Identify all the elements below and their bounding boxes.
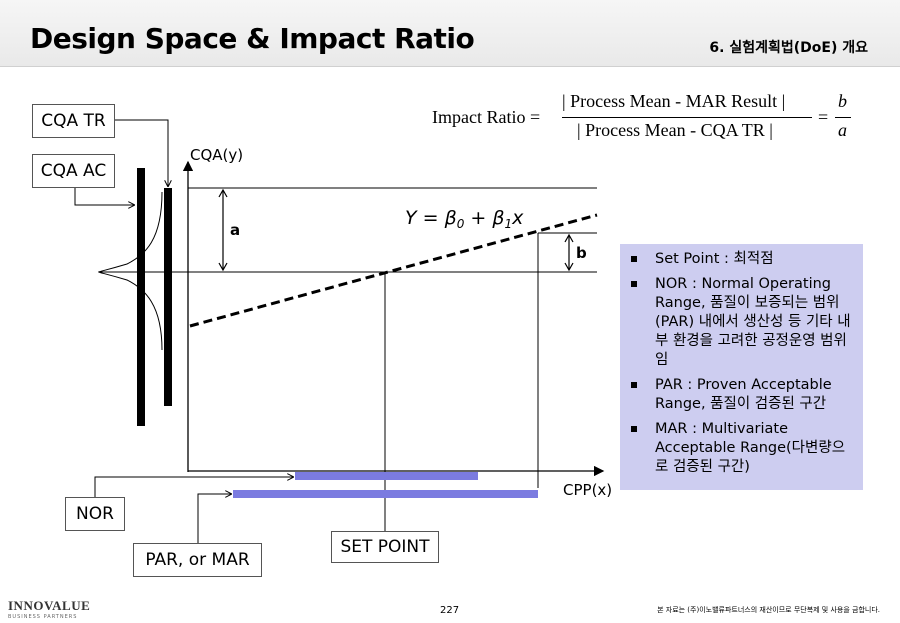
regression-line: [189, 213, 598, 328]
legend-item-par: PAR : Proven Acceptable Range, 품질이 검증된 구…: [628, 376, 855, 414]
b-label: b: [576, 244, 587, 262]
formula-b: b: [838, 91, 847, 111]
cqa-tr-bar: [164, 188, 172, 406]
equation-beta1: β: [491, 207, 504, 229]
par-mar-range-bar: [233, 490, 538, 498]
legend-text: Set Point : 최적점: [655, 251, 774, 267]
legend-text: PAR : Proven Acceptable Range, 품질이 검증된 구…: [655, 377, 832, 412]
formula-equals: =: [818, 107, 829, 127]
equation-x: x: [511, 207, 524, 229]
legend-panel: Set Point : 최적점 NOR : Normal Operating R…: [620, 244, 863, 490]
equation-beta0: β: [444, 207, 457, 229]
page-title: Design Space & Impact Ratio: [30, 22, 475, 55]
logo-text: INNOVALUE: [8, 598, 91, 613]
legend-item-nor: NOR : Normal Operating Range, 품질이 보증되는 범…: [628, 275, 855, 370]
slide-header: Design Space & Impact Ratio 6. 실험계획법(DoE…: [0, 0, 900, 67]
regression-equation: Y = β0 + β1x: [405, 207, 524, 231]
copyright-notice: 본 자료는 (주)이노밸류파트너스의 재산이므로 무단복제 및 사용을 금합니다…: [657, 606, 880, 614]
set-point-callout: SET POINT: [331, 531, 439, 563]
cqa-tr-callout: CQA TR: [32, 104, 115, 138]
company-logo: INNOVALUE BUSINESS PARTNERS: [8, 598, 90, 620]
formula-ba-bar: [835, 117, 851, 118]
distribution-curve: [98, 191, 163, 351]
nor-callout: NOR: [65, 497, 125, 531]
logo-subtext: BUSINESS PARTNERS: [8, 614, 78, 620]
formula-numerator: | Process Mean - MAR Result |: [562, 91, 786, 111]
formula-a: a: [838, 120, 847, 140]
x-axis-label: CPP(x): [563, 481, 612, 499]
nor-connector: [94, 477, 293, 497]
formula-denominator: | Process Mean - CQA TR |: [577, 120, 773, 140]
equation-beta0-sub: 0: [457, 217, 465, 231]
equation-plus: +: [464, 207, 492, 229]
equation-beta1-sub: 1: [505, 217, 513, 231]
formula-lhs: Impact Ratio =: [432, 107, 541, 127]
impact-ratio-formula: Impact Ratio = | Process Mean - MAR Resu…: [432, 90, 862, 146]
a-label: a: [230, 221, 240, 239]
par-mar-callout: PAR, or MAR: [133, 543, 262, 577]
section-title: 6. 실험계획법(DoE) 개요: [709, 40, 868, 56]
legend-item-set-point: Set Point : 최적점: [628, 250, 855, 269]
legend-text: NOR : Normal Operating Range, 품질이 보증되는 범…: [655, 276, 851, 368]
y-axis-label: CQA(y): [190, 146, 243, 164]
page-number: 227: [440, 605, 460, 616]
legend-text: MAR : Multivariate Acceptable Range(다변량으…: [655, 421, 846, 475]
legend-item-mar: MAR : Multivariate Acceptable Range(다변량으…: [628, 420, 855, 477]
cqa-ac-bar: [137, 168, 145, 426]
formula-fraction-bar: [562, 117, 812, 118]
cqa-ac-connector: [74, 186, 134, 205]
cqa-ac-callout: CQA AC: [32, 154, 115, 188]
nor-range-bar: [295, 472, 478, 480]
cqa-tr-connector: [114, 119, 168, 186]
par-mar-connector: [197, 494, 231, 543]
equation-lhs: Y =: [405, 207, 445, 229]
